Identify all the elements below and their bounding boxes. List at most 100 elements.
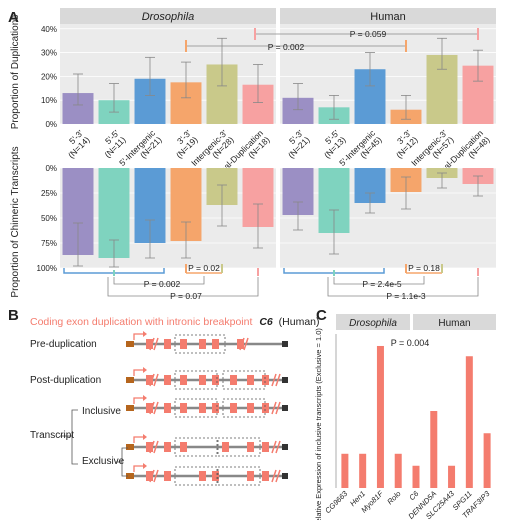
facet-label-human: Human bbox=[370, 11, 405, 23]
utr-5 bbox=[126, 444, 134, 450]
facet-label-c-drosophila: Drosophila bbox=[349, 318, 397, 329]
break-mark bbox=[153, 469, 159, 483]
facet-strip-c-drosophila bbox=[336, 314, 410, 330]
utr-3 bbox=[282, 473, 288, 479]
exon-4 bbox=[247, 471, 254, 481]
annotation-p-c: P = 0.004 bbox=[391, 338, 430, 348]
break-mark bbox=[149, 440, 155, 454]
ytick-top: 40% bbox=[41, 25, 57, 34]
ytick-top: 20% bbox=[41, 72, 57, 81]
break-mark bbox=[239, 337, 245, 351]
exon-4 bbox=[247, 442, 254, 452]
dup-box bbox=[217, 437, 261, 457]
panel-label-c: C bbox=[316, 307, 327, 324]
promoter-arrow bbox=[133, 397, 144, 404]
c-ylabel: Relative Expression of inclusive transcr… bbox=[314, 328, 323, 520]
connector-p11 bbox=[327, 277, 479, 297]
chimeric-chart: 0% 25% 50% 75% 100% P = 0.02 P = 0.18 P = 0.002… bbox=[37, 164, 496, 301]
facet-strip-c-human bbox=[413, 314, 496, 330]
category-label-top: 5'-Intergenic(N=45) bbox=[337, 127, 384, 174]
exon-6 bbox=[247, 375, 254, 385]
dup-box bbox=[222, 398, 266, 418]
promoter-arrow-head bbox=[143, 367, 147, 373]
bar-c-hen1 bbox=[359, 453, 367, 488]
promoter-arrow-head bbox=[143, 395, 147, 401]
break-mark bbox=[271, 469, 277, 483]
annotation-p-bottom-3: P = 0.07 bbox=[170, 291, 202, 301]
exon-5 bbox=[230, 403, 237, 413]
exon-0 bbox=[146, 442, 153, 452]
dup-box bbox=[174, 334, 226, 354]
diagram-title-gene: C6 bbox=[259, 316, 273, 328]
label-inclusive: Inclusive bbox=[82, 406, 121, 417]
exon-2 bbox=[180, 403, 187, 413]
bar-c-spg11 bbox=[465, 356, 473, 488]
promoter-arrow bbox=[133, 333, 144, 340]
annotation-p-bottom-2: P = 0.002 bbox=[144, 279, 181, 289]
dup-box bbox=[174, 370, 218, 390]
break-mark bbox=[275, 469, 281, 483]
utr-5 bbox=[126, 377, 134, 383]
break-mark bbox=[149, 373, 155, 387]
exon-4 bbox=[212, 339, 219, 349]
annotation-p-bottom-1: P = 0.02 bbox=[188, 263, 220, 273]
category-label-top: 5'-3'(N=14) bbox=[59, 128, 91, 160]
annotation-p-bottom-5: P = 2.4e-5 bbox=[362, 279, 402, 289]
exon-3 bbox=[212, 471, 219, 481]
connector-p002 bbox=[113, 276, 205, 285]
exon-5 bbox=[230, 375, 237, 385]
exon-2 bbox=[199, 471, 206, 481]
bar-c-myo81f bbox=[376, 345, 384, 488]
ytick-bottom: 75% bbox=[41, 239, 57, 248]
annotation-p-bottom-4: P = 0.18 bbox=[408, 263, 440, 273]
exon-2 bbox=[180, 442, 187, 452]
facet-label-c-human: Human bbox=[438, 318, 470, 329]
exon-2 bbox=[180, 375, 187, 385]
bar-c-slc25a43 bbox=[448, 465, 456, 488]
bar-c-dennd5a bbox=[430, 411, 438, 488]
row-label-pre: Pre-duplication bbox=[30, 339, 97, 350]
utr-3 bbox=[282, 444, 288, 450]
annotation-p-top-2: P = 0.059 bbox=[350, 29, 387, 39]
label-exclusive: Exclusive bbox=[82, 456, 125, 467]
diagram-title-suffix: (Human) bbox=[279, 316, 320, 328]
exon-1 bbox=[164, 403, 171, 413]
break-mark bbox=[149, 337, 155, 351]
category-label-top: 5'-3'(N=21) bbox=[279, 128, 311, 160]
break-mark bbox=[153, 440, 159, 454]
utr-3 bbox=[282, 341, 288, 347]
utr-3 bbox=[282, 377, 288, 383]
exon-1 bbox=[164, 471, 171, 481]
annotation-p-top-1: P = 0.002 bbox=[268, 42, 305, 52]
promoter-arrow bbox=[133, 436, 144, 443]
category-label-c: Rolo bbox=[385, 489, 402, 506]
bar-c-cg9663 bbox=[341, 453, 349, 488]
utr-3 bbox=[282, 405, 288, 411]
exon-0 bbox=[146, 375, 153, 385]
annotation-p-bottom-6: P = 1.1e-3 bbox=[386, 291, 426, 301]
break-mark bbox=[275, 440, 281, 454]
break-mark bbox=[271, 401, 277, 415]
ytick-bottom: 50% bbox=[41, 214, 57, 223]
transcript-bracket bbox=[71, 409, 78, 465]
dup-box bbox=[174, 398, 218, 418]
category-label-c: CG9663 bbox=[323, 488, 350, 515]
row-label-post: Post-duplication bbox=[30, 375, 101, 386]
c-ylabel-text: Relative Expression of inclusive transcr… bbox=[314, 328, 323, 520]
bottom-ylabel: Proportion of Chimeric Transcripts bbox=[10, 146, 21, 297]
exon-5 bbox=[262, 471, 269, 481]
ytick-top: 0% bbox=[45, 120, 57, 129]
break-mark bbox=[153, 401, 159, 415]
diagram-title: Coding exon duplication with intronic br… bbox=[30, 316, 320, 328]
exon-1 bbox=[164, 442, 171, 452]
break-mark bbox=[271, 373, 277, 387]
dup-box bbox=[217, 466, 261, 486]
break-mark bbox=[275, 373, 281, 387]
exon-2 bbox=[180, 339, 187, 349]
exon-1 bbox=[164, 339, 171, 349]
facet-strip-drosophila bbox=[60, 8, 276, 24]
exon-0 bbox=[146, 339, 153, 349]
